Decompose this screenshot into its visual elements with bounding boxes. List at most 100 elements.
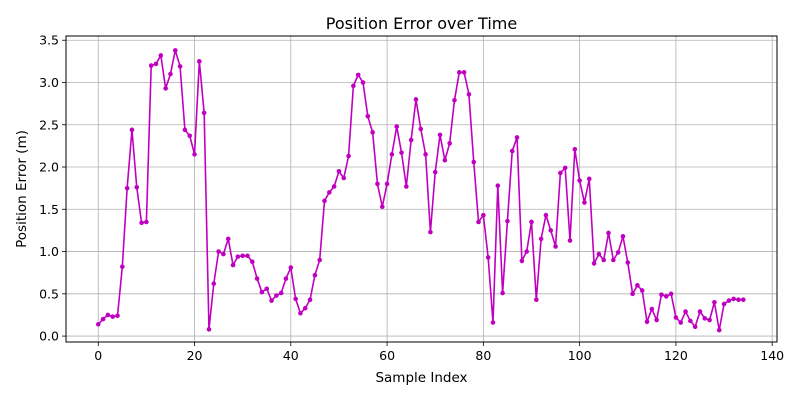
- x-tick-label: 40: [283, 348, 299, 363]
- data-point: [278, 290, 284, 296]
- y-tick-label: 3.0: [39, 75, 59, 90]
- data-point: [688, 318, 693, 324]
- data-point: [673, 315, 679, 320]
- data-point: [413, 97, 419, 102]
- data-point: [692, 324, 698, 330]
- data-point: [582, 200, 587, 205]
- data-point: [187, 133, 193, 139]
- data-point: [346, 153, 351, 159]
- axis-ticks: 0 20 40 60 80 100 120 140 0.0 0.5 1.0 1.5 2.0 2.5 3.0 3…: [39, 33, 784, 363]
- data-point: [312, 272, 318, 278]
- data-point: [379, 204, 385, 210]
- plot-area-background: [66, 36, 777, 342]
- data-point: [490, 320, 496, 325]
- data-point: [307, 297, 313, 303]
- data-point: [423, 152, 428, 157]
- data-point: [139, 220, 144, 226]
- data-point: [327, 190, 332, 195]
- data-point: [95, 321, 101, 327]
- data-point: [712, 299, 717, 305]
- data-point: [249, 259, 255, 265]
- data-point: [351, 83, 356, 89]
- data-point: [399, 150, 404, 155]
- data-point: [447, 141, 452, 146]
- data-point: [553, 244, 558, 249]
- data-point: [216, 249, 221, 254]
- data-point: [211, 281, 217, 286]
- data-point: [302, 305, 308, 311]
- data-point: [370, 130, 375, 135]
- data-point: [288, 265, 294, 270]
- x-tick-label: 120: [664, 348, 688, 363]
- data-point: [702, 316, 708, 321]
- y-tick-label: 3.5: [39, 33, 59, 48]
- data-point: [625, 260, 631, 265]
- data-point: [144, 219, 149, 225]
- data-point: [105, 312, 111, 318]
- data-point: [172, 48, 178, 53]
- series-markers: [95, 48, 746, 333]
- data-point: [182, 127, 188, 133]
- x-tick-label: 80: [475, 348, 491, 363]
- data-point: [485, 255, 491, 260]
- data-point: [259, 289, 265, 295]
- data-point: [336, 168, 342, 174]
- data-point: [365, 114, 371, 119]
- data-point: [254, 276, 260, 281]
- data-point: [235, 254, 241, 259]
- data-point: [461, 70, 467, 75]
- data-point: [649, 306, 655, 312]
- data-point: [519, 258, 525, 264]
- data-point: [471, 159, 477, 165]
- data-point: [591, 261, 597, 266]
- data-point: [283, 276, 289, 281]
- data-point: [731, 296, 736, 302]
- plot-area-frame: [65, 35, 778, 343]
- data-point: [192, 152, 197, 157]
- data-point: [418, 126, 424, 132]
- y-tick-label: 1.5: [39, 202, 59, 217]
- data-point: [355, 72, 361, 78]
- y-axis-label: Position Error (m): [14, 130, 30, 248]
- data-point: [741, 297, 746, 303]
- x-axis-label: Sample Index: [375, 370, 467, 386]
- data-point: [509, 148, 515, 154]
- data-point: [529, 219, 534, 225]
- data-point: [384, 181, 390, 187]
- y-tick-label: 2.0: [39, 160, 59, 175]
- y-tick-label: 2.5: [39, 117, 59, 132]
- data-point: [168, 71, 173, 77]
- data-point: [317, 257, 322, 263]
- data-point: [331, 184, 337, 189]
- data-point: [129, 127, 135, 133]
- data-point: [206, 327, 212, 332]
- data-point: [115, 313, 120, 319]
- data-point: [577, 178, 582, 183]
- data-point: [736, 297, 741, 303]
- data-point: [678, 320, 684, 325]
- y-tick-label: 0.0: [39, 329, 59, 344]
- x-tick-label: 60: [379, 348, 395, 363]
- data-point: [274, 293, 279, 298]
- data-point: [177, 64, 183, 69]
- data-point: [158, 53, 164, 58]
- data-point: [240, 253, 245, 259]
- data-point: [293, 296, 298, 302]
- data-point: [245, 253, 250, 259]
- data-point: [466, 92, 472, 97]
- data-point: [601, 257, 606, 263]
- x-tick-label: 0: [94, 348, 102, 363]
- data-point: [264, 286, 270, 292]
- x-tick-label: 100: [568, 348, 592, 363]
- data-point: [153, 61, 159, 67]
- data-point: [721, 301, 727, 307]
- data-point: [230, 262, 236, 268]
- data-point: [394, 124, 400, 129]
- data-point: [221, 251, 226, 257]
- data-point: [654, 317, 659, 323]
- data-point: [456, 70, 462, 75]
- data-point: [148, 63, 154, 68]
- data-point: [548, 228, 554, 233]
